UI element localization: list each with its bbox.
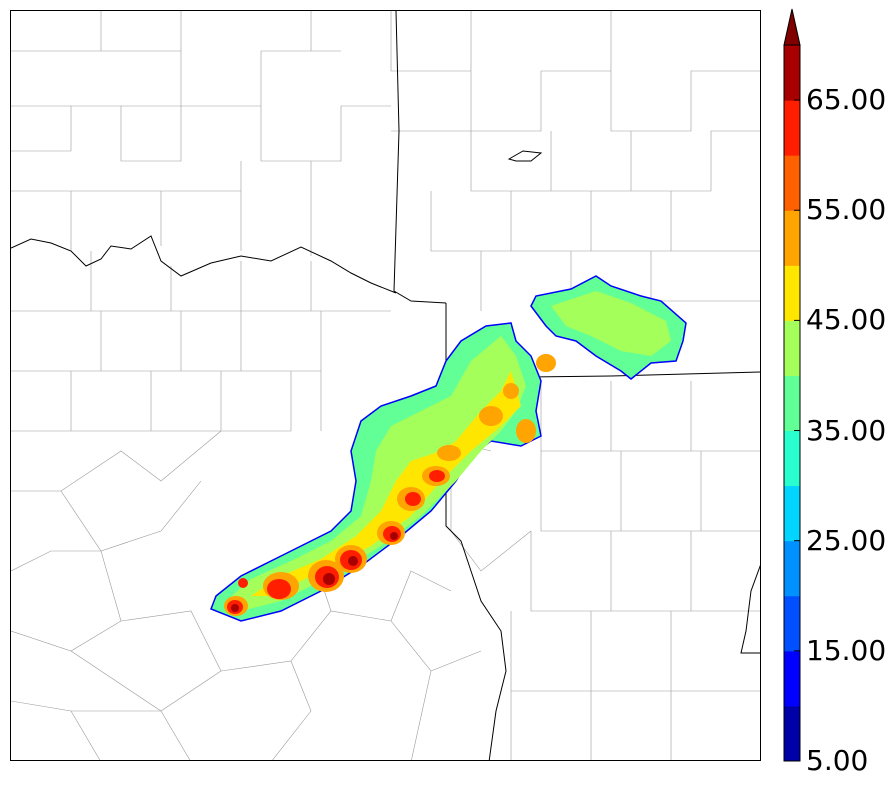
colorbar <box>783 8 801 762</box>
colorbar-segment <box>784 210 800 266</box>
colorbar-segment <box>784 485 800 542</box>
colorbar-extend-arrow <box>783 8 801 46</box>
colorbar-segment <box>784 320 800 376</box>
colorbar-tick-label: 35.00 <box>806 413 887 447</box>
colorbar-frame <box>783 44 801 762</box>
county-boundaries <box>11 11 760 760</box>
colorbar-segment <box>784 45 800 101</box>
colorbar-tick-label: 65.00 <box>806 83 887 117</box>
colorbar-segment <box>784 650 800 707</box>
colorbar-segment <box>784 265 800 321</box>
colorbar-segment <box>784 540 800 597</box>
colorbar-segment <box>784 430 800 487</box>
colorbar-tick-label: 55.00 <box>806 193 887 227</box>
colorbar-tick-label: 5.00 <box>806 744 869 777</box>
colorbar-segment <box>784 705 800 762</box>
reflectivity-field <box>210 275 687 622</box>
state-boundaries <box>11 11 760 760</box>
colorbar-tick-label: 45.00 <box>806 303 887 337</box>
colorbar-segment <box>784 155 800 211</box>
map-canvas <box>11 11 760 760</box>
map-panel <box>10 10 761 761</box>
colorbar-segment <box>784 375 800 432</box>
colorbar-tick-label: 25.00 <box>806 523 887 557</box>
colorbar-segment <box>784 595 800 652</box>
colorbar-tick-label: 15.00 <box>806 633 887 667</box>
colorbar-segment <box>784 100 800 156</box>
